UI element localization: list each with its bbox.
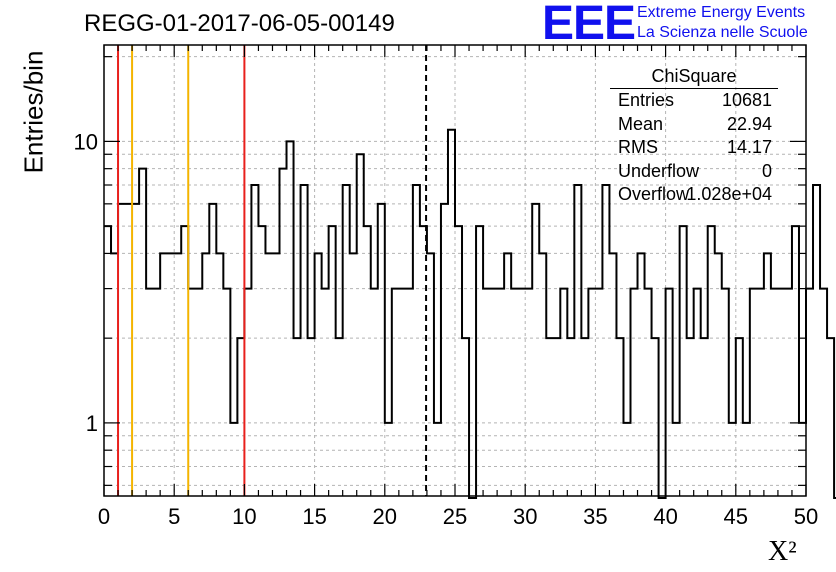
x-tick-label: 50	[794, 504, 818, 529]
stat-underflow-value: 0	[761, 160, 772, 181]
stat-mean: Mean 22.94	[610, 113, 778, 137]
histogram-line	[104, 128, 836, 499]
x-tick-label: 5	[168, 504, 180, 529]
x-tick-label: 45	[724, 504, 748, 529]
stats-title: ChiSquare	[610, 64, 778, 89]
y-tick-label: 1	[86, 411, 98, 436]
x-tick-label: 10	[232, 504, 256, 529]
stat-entries-label: Entries	[618, 90, 675, 110]
x-tick-label: 35	[583, 504, 607, 529]
y-tick-label: 10	[74, 129, 98, 154]
logo-line-2: La Scienza nelle Scuole	[637, 24, 808, 41]
stat-rms: RMS 14.17	[610, 136, 778, 160]
chart-title: REGG-01-2017-06-05-00149	[84, 10, 395, 37]
stat-overflow: Overflow 1.028e+04	[610, 183, 778, 207]
x-tick-label: 15	[302, 504, 326, 529]
stat-rms-value: 14.17	[726, 137, 772, 157]
stat-entries-value: 10681	[721, 90, 772, 110]
logo-line-1: Extreme Energy Events	[637, 4, 806, 21]
eee-logo: EEE Extreme Energy Events La Scienza nel…	[542, 0, 832, 50]
stat-mean-label: Mean	[618, 113, 664, 134]
x-tick-label: 25	[443, 504, 467, 529]
x-tick-label: 40	[653, 504, 677, 529]
stat-mean-value: 22.94	[726, 113, 772, 134]
stat-underflow-label: Underflow	[618, 160, 700, 181]
stat-overflow-value: 1.028e+04	[686, 184, 772, 204]
x-axis-label: X²	[768, 536, 797, 567]
stat-entries: Entries 10681	[610, 89, 778, 113]
x-tick-label: 20	[373, 504, 397, 529]
stats-box: ChiSquare Entries 10681 Mean 22.94 RMS 14.1…	[610, 64, 778, 207]
stat-rms-label: RMS	[618, 137, 658, 157]
eee-logo-mark: EEE	[542, 0, 636, 50]
stat-underflow: Underflow 0	[610, 160, 778, 184]
stat-overflow-label: Overflow	[618, 184, 690, 204]
x-tick-label: 0	[98, 504, 110, 529]
x-tick-label: 30	[513, 504, 537, 529]
y-axis-label: Entries/bin	[18, 50, 49, 174]
